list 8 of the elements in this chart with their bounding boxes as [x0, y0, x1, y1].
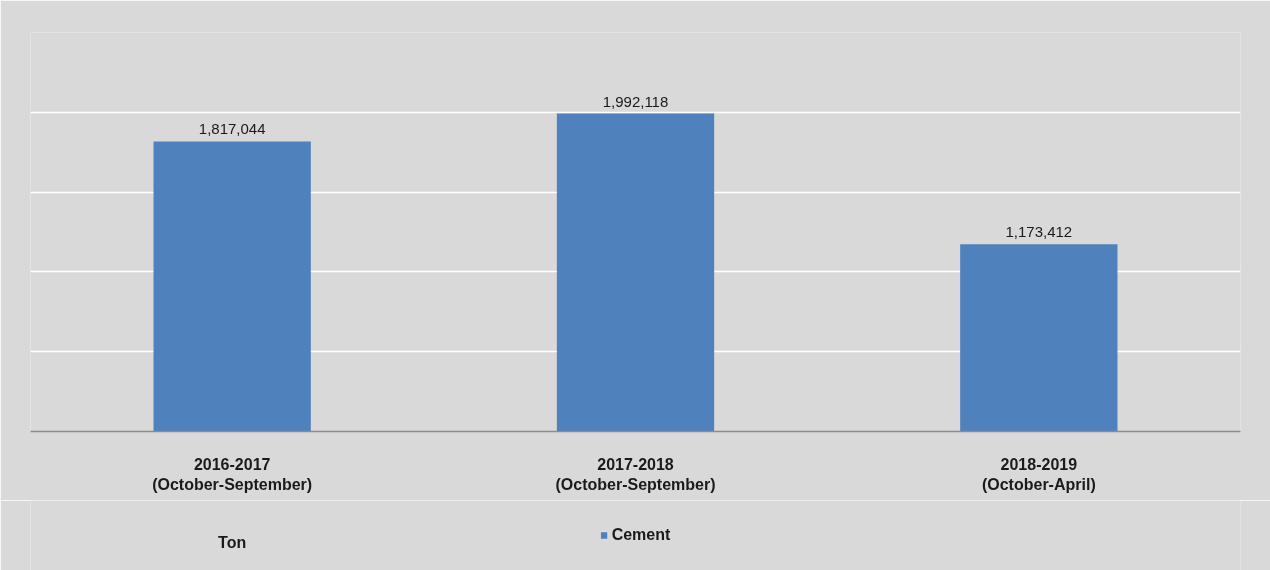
data-label: 1,173,412	[1005, 223, 1073, 241]
x-tick-label: 2018-2019 (October-April)	[981, 455, 1096, 493]
text: Ton	[218, 534, 247, 551]
data-label: 1,992,118	[602, 92, 669, 110]
x-tick-label: 2017-2018 (October-September)	[555, 455, 716, 493]
x-tick-label: 2016-2017 (October-September)	[152, 455, 313, 493]
legend-label: Cement	[611, 526, 671, 544]
data-label: 1,817,044	[198, 120, 266, 138]
